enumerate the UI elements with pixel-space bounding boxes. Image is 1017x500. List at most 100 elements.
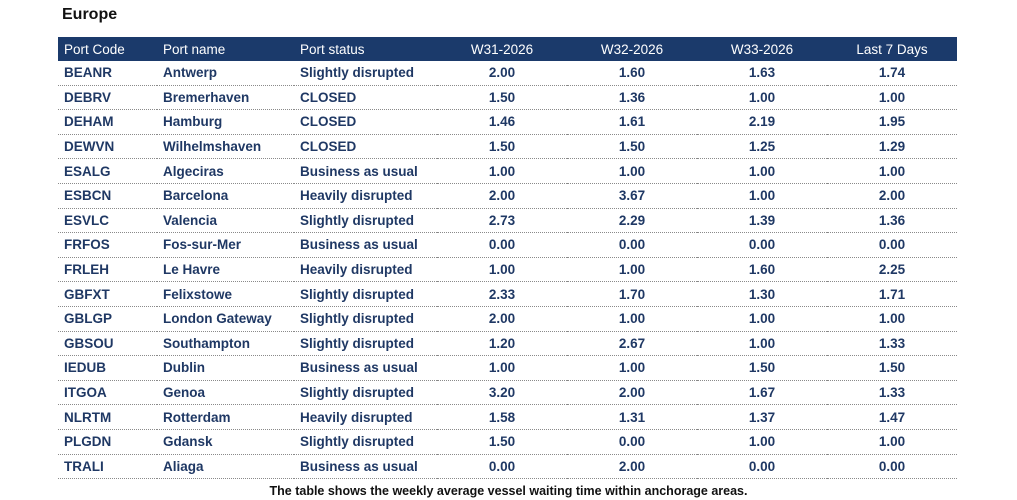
table-row: ESBCN Barcelona Heavily disrupted 2.00 3.67 1… [58,183,957,209]
table-row: ESALG Algeciras Business as usual 1.00 1.00 1… [58,158,957,184]
table-cell: DEHAM [58,109,157,135]
table-cell: Heavily disrupted [294,183,437,209]
table-cell: 0.00 [567,232,697,258]
table-cell: Business as usual [294,232,437,258]
table-cell: 1.70 [567,281,697,307]
table-body: BEANR Antwerp Slightly disrupted 2.00 1.60 1.… [58,61,957,480]
column-header: Port name [157,37,294,61]
table-row: NLRTM Rotterdam Heavily disrupted 1.58 1.31 1… [58,404,957,430]
table-cell: 1.31 [567,404,697,430]
column-header: W33-2026 [697,37,827,61]
table-cell: PLGDN [58,429,157,455]
table-cell: FRFOS [58,232,157,258]
table-cell: ESBCN [58,183,157,209]
table-cell: CLOSED [294,109,437,135]
table-cell: BEANR [58,61,157,86]
table-cell: 1.00 [827,306,957,332]
table-cell: 1.63 [697,61,827,86]
table-cell: 2.00 [437,183,567,209]
table-cell: ITGOA [58,380,157,406]
table-cell: 0.00 [437,232,567,258]
table-cell: Business as usual [294,158,437,184]
section-title: Europe [62,6,118,23]
table-cell: Algeciras [157,158,294,184]
column-header: Last 7 Days [827,37,957,61]
table-cell: Le Havre [157,257,294,283]
table-cell: 1.67 [697,380,827,406]
table-row: DEWVN Wilhelmshaven CLOSED 1.50 1.50 1.25 1.29 [58,134,957,160]
table-cell: Southampton [157,331,294,357]
table-cell: 2.33 [437,281,567,307]
table-cell: 1.29 [827,134,957,160]
table-cell: Business as usual [294,454,437,480]
table-row: DEHAM Hamburg CLOSED 1.46 1.61 2.19 1.95 [58,109,957,135]
table-cell: Slightly disrupted [294,331,437,357]
table-cell: CLOSED [294,134,437,160]
table-cell: 0.00 [697,454,827,480]
table-row: GBFXT Felixstowe Slightly disrupted 2.33 1.7… [58,281,957,307]
table-cell: Slightly disrupted [294,306,437,332]
table-cell: 1.00 [697,331,827,357]
table-cell: 1.00 [697,306,827,332]
column-header: W32-2026 [567,37,697,61]
table-row: IEDUB Dublin Business as usual 1.00 1.00 1.50… [58,355,957,381]
table-cell: 2.00 [567,454,697,480]
table-row: GBSOU Southampton Slightly disrupted 1.20 2.… [58,331,957,357]
table-cell: 1.61 [567,109,697,135]
table-cell: 1.60 [697,257,827,283]
table-cell: 2.00 [437,306,567,332]
table-cell: 2.73 [437,208,567,234]
table-cell: 0.00 [697,232,827,258]
table-cell: 1.47 [827,404,957,430]
table-cell: Slightly disrupted [294,208,437,234]
table-cell: 1.50 [827,355,957,381]
table-cell: 2.00 [827,183,957,209]
table-cell: GBLGP [58,306,157,332]
table-cell: 1.00 [567,355,697,381]
table-cell: Business as usual [294,355,437,381]
column-header: W31-2026 [437,37,567,61]
table-cell: Dublin [157,355,294,381]
table-cell: 1.00 [437,158,567,184]
column-header: Port Code [58,37,157,61]
table-cell: Hamburg [157,109,294,135]
table-cell: Gdansk [157,429,294,455]
table-cell: 0.00 [567,429,697,455]
table-cell: Slightly disrupted [294,429,437,455]
table-cell: TRALI [58,454,157,480]
table-row: GBLGP London Gateway Slightly disrupted 2.0… [58,306,957,332]
table-cell: Bremerhaven [157,85,294,111]
table-cell: 1.00 [437,355,567,381]
table-cell: 1.37 [697,404,827,430]
table-row: ITGOA Genoa Slightly disrupted 3.20 2.00 1.67… [58,380,957,406]
table-cell: Felixstowe [157,281,294,307]
table-cell: FRLEH [58,257,157,283]
table-cell: Slightly disrupted [294,61,437,86]
table-cell: London Gateway [157,306,294,332]
table-cell: 1.00 [827,85,957,111]
table-cell: 1.20 [437,331,567,357]
table-cell: 1.00 [437,257,567,283]
table-cell: 1.50 [697,355,827,381]
table-cell: 1.95 [827,109,957,135]
table-cell: 0.00 [827,454,957,480]
table-cell: 0.00 [827,232,957,258]
port-waiting-time-table: Port Code Port name Port status W31-2026 W32… [58,37,957,480]
table-cell: 1.39 [697,208,827,234]
table-cell: Rotterdam [157,404,294,430]
table-cell: 1.00 [697,85,827,111]
table-cell: DEWVN [58,134,157,160]
table-cell: 2.00 [567,380,697,406]
table-header-row: Port Code Port name Port status W31-2026 W32… [58,37,957,61]
table-cell: GBSOU [58,331,157,357]
table-cell: Antwerp [157,61,294,86]
table-cell: 1.36 [827,208,957,234]
table-cell: 1.00 [697,183,827,209]
table-cell: 1.00 [827,158,957,184]
table-cell: 1.00 [697,158,827,184]
table-cell: 1.60 [567,61,697,86]
table-cell: Wilhelmshaven [157,134,294,160]
table-cell: 1.33 [827,331,957,357]
table-cell: NLRTM [58,404,157,430]
table-cell: 1.46 [437,109,567,135]
